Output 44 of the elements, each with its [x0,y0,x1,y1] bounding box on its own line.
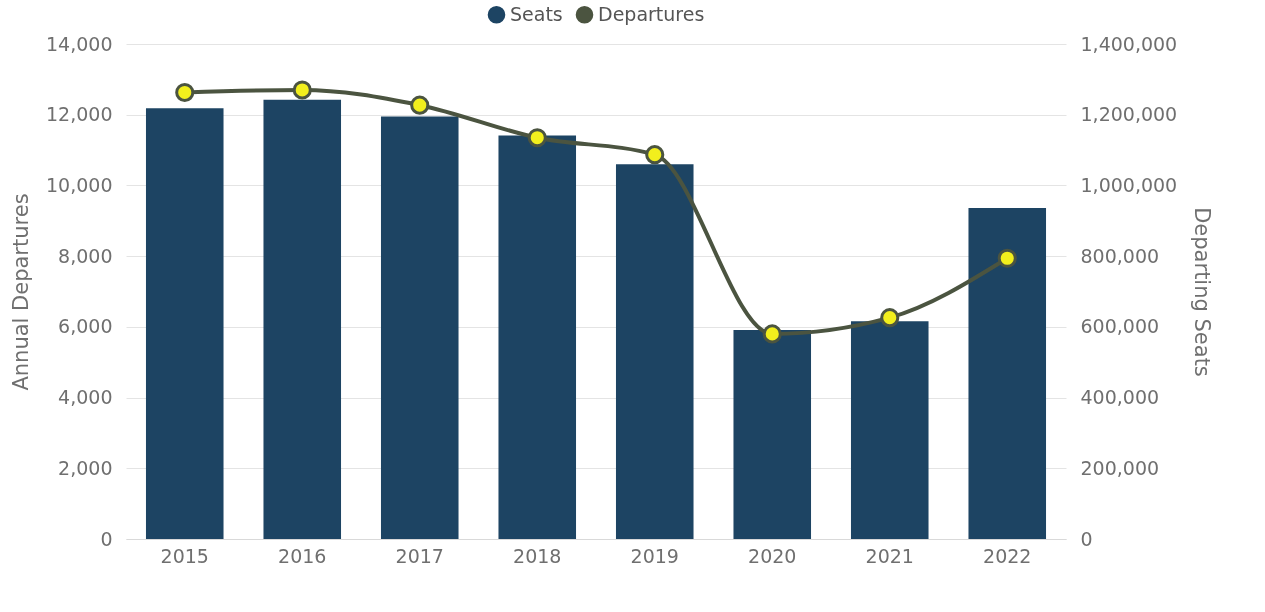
point [175,82,195,102]
point [527,128,547,148]
x-tick-label: 2020 [748,544,797,567]
y-tick-label: 10,000 [46,173,113,196]
y2-tick-label: 0 [1080,527,1093,550]
bar [733,330,812,539]
point [880,308,900,328]
bar [968,208,1047,539]
x-tick-label: 2016 [278,544,327,567]
y-tick-label: 4,000 [58,386,113,409]
bar [263,99,342,539]
x-tick-label: 2019 [630,544,679,567]
y2-axis-title: Departing Seats [1190,207,1215,377]
x-tick-label: 2021 [865,544,914,567]
bar [145,108,224,539]
y-tick-label: 2,000 [58,456,113,479]
bar [380,116,459,539]
y-tick-label: 8,000 [58,244,113,267]
legend-label: Seats [510,2,563,25]
bar [498,135,577,539]
y2-tick-label: 600,000 [1080,315,1160,338]
point [292,80,312,100]
y2-tick-label: 1,400,000 [1080,32,1178,55]
y2-tick-label: 800,000 [1080,244,1160,267]
y2-tick-label: 400,000 [1080,386,1160,409]
point [762,324,782,344]
legend-label: Departures [598,2,705,25]
y2-tick-label: 200,000 [1080,456,1160,479]
bar [850,321,929,539]
y-tick-label: 14,000 [46,32,113,55]
y2-tick-label: 1,000,000 [1080,173,1178,196]
y2-tick-label: 1,200,000 [1080,103,1178,126]
x-tick-label: 2022 [983,544,1032,567]
y-tick-label: 12,000 [46,103,113,126]
point [645,145,665,165]
y-axis-title: Annual Departures [9,193,34,391]
x-tick-label: 2018 [513,544,562,567]
x-tick-label: 2015 [160,544,209,567]
x-tick-label: 2017 [395,544,444,567]
point [997,248,1017,268]
point [410,95,430,115]
y-tick-label: 6,000 [58,315,113,338]
y-tick-label: 0 [100,527,113,550]
bar [615,164,694,539]
